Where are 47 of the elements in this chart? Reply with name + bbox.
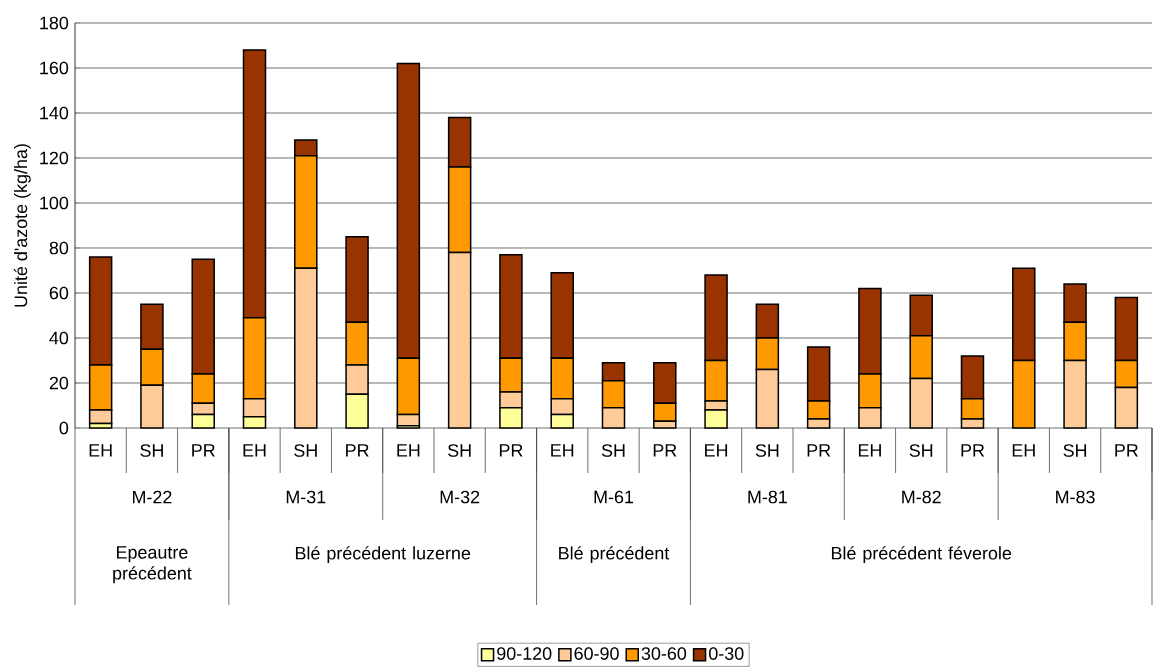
x-tick-label: SH bbox=[755, 444, 779, 457]
text: M-81 bbox=[748, 490, 787, 504]
y-tick-label: 40 bbox=[49, 331, 69, 345]
text: M-82 bbox=[902, 490, 941, 504]
y-tick-label: 180 bbox=[40, 16, 69, 30]
y-tick-label: 80 bbox=[49, 241, 69, 255]
y-tick-label: 140 bbox=[40, 106, 69, 120]
text: M-22 bbox=[132, 490, 172, 504]
text: M-31 bbox=[286, 490, 326, 504]
x-tick-label: EH bbox=[397, 444, 420, 457]
text: Blé précédent bbox=[559, 546, 670, 564]
y-tick-label: 20 bbox=[49, 376, 69, 390]
legend-label: 0-30 bbox=[709, 647, 744, 660]
text: M-83 bbox=[1056, 490, 1095, 504]
y-tick-label: 120 bbox=[40, 151, 69, 165]
y-tick-label: 160 bbox=[40, 61, 69, 75]
x-tick-label: PR bbox=[192, 444, 215, 457]
x-tick-label: PR bbox=[1115, 444, 1138, 457]
y-tick-label: 0 bbox=[59, 421, 69, 435]
x-tick-label: PR bbox=[346, 444, 369, 457]
x-tick-label: SH bbox=[909, 444, 933, 457]
text: M-61 bbox=[594, 490, 634, 504]
x-tick-label: EH bbox=[705, 444, 728, 457]
x-tick-label: PR bbox=[653, 444, 677, 457]
x-tick-label: EH bbox=[243, 444, 266, 457]
x-tick-label: PR bbox=[499, 444, 523, 457]
x-tick-label: EH bbox=[858, 444, 881, 457]
y-axis-title: Unité d'azote (kg/ha) bbox=[13, 144, 31, 307]
x-tick-label: SH bbox=[448, 444, 471, 457]
y-tick-label: 100 bbox=[40, 196, 69, 210]
legend-label: 90-120 bbox=[497, 647, 552, 660]
x-tick-label: SH bbox=[294, 444, 317, 457]
text: Blé précédent luzerne bbox=[295, 546, 471, 564]
x-tick-label: EH bbox=[1012, 444, 1035, 457]
x-tick-label: SH bbox=[1063, 444, 1087, 457]
legend-label: 30-60 bbox=[641, 647, 687, 660]
x-tick-label: EH bbox=[551, 444, 574, 457]
text: Epeautre précédent bbox=[113, 546, 192, 584]
y-tick-label: 60 bbox=[49, 286, 69, 300]
text: M-32 bbox=[440, 490, 480, 504]
legend-label: 60-90 bbox=[574, 647, 619, 660]
x-tick-label: PR bbox=[807, 444, 831, 457]
x-tick-label: PR bbox=[961, 444, 985, 457]
x-tick-label: SH bbox=[140, 444, 163, 457]
x-tick-label: SH bbox=[601, 444, 625, 457]
text: Blé précédent féverole bbox=[831, 546, 1012, 564]
x-tick-label: EH bbox=[89, 444, 112, 457]
